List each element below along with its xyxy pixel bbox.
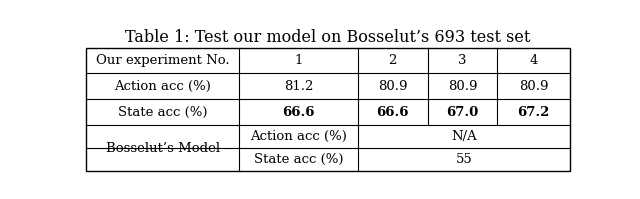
Text: 67.2: 67.2: [518, 106, 550, 119]
Text: 3: 3: [458, 54, 467, 67]
Text: 80.9: 80.9: [519, 80, 548, 93]
Text: Action acc (%): Action acc (%): [114, 80, 211, 93]
Text: 1: 1: [294, 54, 303, 67]
Text: 55: 55: [456, 153, 472, 166]
Text: N/A: N/A: [451, 130, 477, 143]
Text: State acc (%): State acc (%): [253, 153, 343, 166]
Text: 66.6: 66.6: [282, 106, 315, 119]
Text: Action acc (%): Action acc (%): [250, 130, 347, 143]
Text: Bosselut’s Model: Bosselut’s Model: [106, 141, 220, 155]
Text: 67.0: 67.0: [446, 106, 479, 119]
Bar: [86, 48, 570, 171]
Text: 80.9: 80.9: [378, 80, 407, 93]
Text: 81.2: 81.2: [284, 80, 313, 93]
Text: 80.9: 80.9: [448, 80, 477, 93]
Text: Our experiment No.: Our experiment No.: [96, 54, 229, 67]
Text: State acc (%): State acc (%): [118, 106, 207, 119]
Text: 2: 2: [388, 54, 397, 67]
Text: 66.6: 66.6: [376, 106, 409, 119]
Text: Table 1: Test our model on Bosselut’s 693 test set: Table 1: Test our model on Bosselut’s 69…: [125, 29, 531, 46]
Text: 4: 4: [529, 54, 538, 67]
